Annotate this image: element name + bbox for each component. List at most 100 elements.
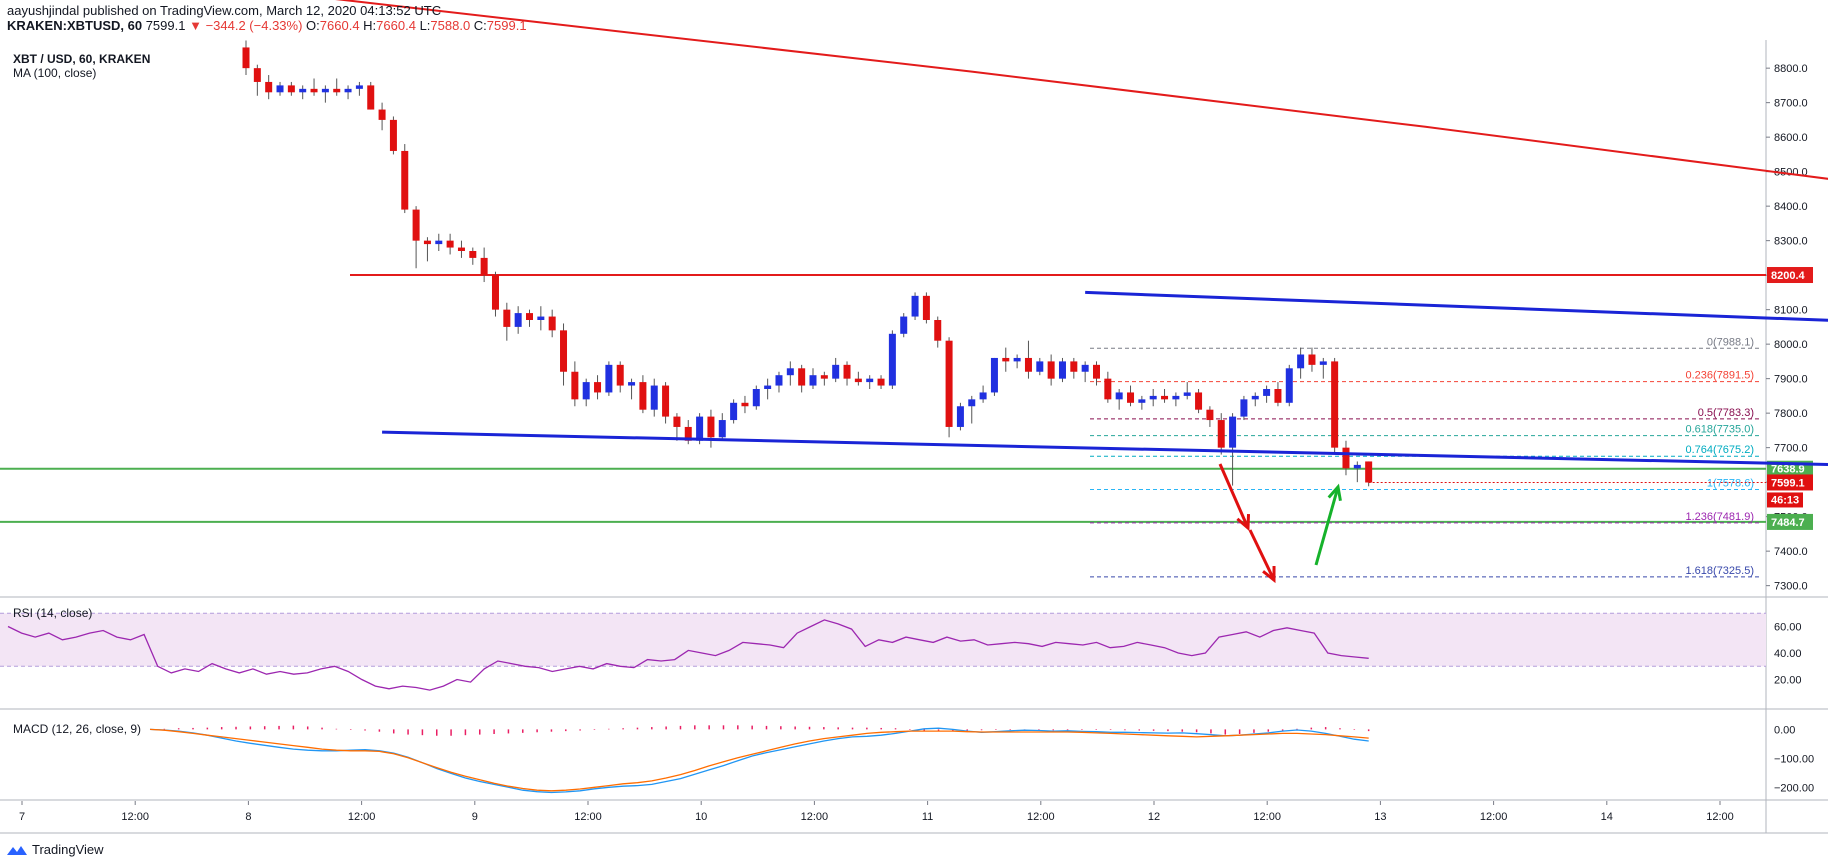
candle-down (594, 382, 602, 393)
time-tick-label: 10 (695, 811, 707, 823)
candle-down (560, 330, 568, 372)
candle-down (673, 416, 681, 427)
candle-up (956, 406, 964, 427)
candle-up (900, 316, 908, 334)
time-tick-label: 12:00 (1480, 811, 1508, 823)
price-tick-label: 8700.0 (1774, 98, 1808, 110)
price-tick-label: 7800.0 (1774, 408, 1808, 420)
macd-line (149, 727, 1369, 794)
candle-down (1093, 364, 1100, 379)
candle-down (491, 275, 499, 310)
candle-down (922, 295, 930, 320)
time-tick-label: 12:00 (1706, 811, 1734, 823)
candle-down (934, 320, 942, 341)
candle-down (480, 257, 488, 276)
macd-legend: MACD (12, 26, close, 9) (13, 722, 142, 736)
candle-down (423, 240, 431, 245)
rsi-line (7, 619, 1369, 691)
candle-up (1285, 368, 1293, 403)
countdown-badge (1767, 492, 1803, 508)
tradingview-logo[interactable]: TradingView (6, 842, 104, 857)
candle-down (1127, 392, 1135, 403)
rsi-tick-label: 40.00 (1774, 648, 1802, 660)
rsi-tick-label: 60.00 (1774, 622, 1802, 634)
candle-down (1104, 378, 1112, 400)
open-value: 7660.4 (319, 18, 360, 33)
ma100-line (335, 0, 1828, 180)
candle-down (401, 150, 409, 210)
level-badge (1767, 267, 1813, 284)
rsi-legend: RSI (14, close) (13, 606, 93, 620)
candle-up (775, 375, 783, 386)
candle-down (684, 426, 692, 441)
candle-up (764, 385, 772, 389)
low-value: 7588.0 (430, 18, 471, 33)
candle-down (469, 251, 477, 258)
candle-up (786, 368, 794, 376)
candle-down (843, 364, 851, 379)
candle-down (571, 371, 579, 400)
ma-legend: MA (100, close) (13, 66, 97, 80)
candle-up (911, 295, 919, 317)
tradingview-icon (7, 845, 27, 855)
close-value: 7599.1 (486, 18, 527, 33)
candle-up (1138, 399, 1146, 403)
candle-down (945, 340, 953, 427)
candle-up (1229, 416, 1237, 448)
candle-up (752, 389, 760, 407)
candle-down (412, 209, 420, 241)
price-tick-label: 8800.0 (1774, 63, 1808, 75)
candle-up (355, 85, 363, 89)
candle-up (299, 88, 307, 93)
candle-down (1070, 361, 1078, 372)
candle-up (1115, 392, 1123, 400)
candle-down (854, 378, 862, 383)
macd-tick-label: −100.00 (1774, 753, 1814, 765)
high-label: H: (363, 18, 377, 33)
candle-down (820, 375, 828, 379)
price-tick-label: 8300.0 (1774, 236, 1808, 248)
candle-up (650, 385, 658, 410)
time-tick-label: 12:00 (801, 811, 829, 823)
candle-down (662, 385, 670, 417)
candle-up (888, 333, 896, 386)
candle-up (628, 382, 636, 386)
rsi-tick-label: 20.00 (1774, 675, 1802, 687)
candle-up (1081, 364, 1089, 372)
symbol-text: KRAKEN:XBTUSD, 60 (7, 18, 143, 33)
candle-down (1002, 357, 1010, 362)
candle-up (582, 382, 590, 400)
candle-up (605, 364, 613, 393)
candle-down (1365, 461, 1373, 483)
candle-up (979, 392, 987, 400)
candle-down (1161, 395, 1169, 400)
candle-down (1024, 357, 1032, 372)
price-tick-label: 8100.0 (1774, 305, 1808, 317)
fib-level-label: 0.236(7891.5) (1686, 370, 1755, 382)
bearish-arrow (1248, 529, 1276, 581)
candle-down (503, 309, 511, 327)
candle-up (1263, 389, 1271, 396)
price-tick-label: 7400.0 (1774, 546, 1808, 558)
candle-up (990, 357, 998, 393)
candle-up (1251, 395, 1259, 400)
high-value: 7660.4 (376, 18, 416, 33)
fib-level-label: 0(7988.1) (1707, 336, 1754, 348)
candle-down (367, 85, 375, 110)
level-badge-label: 7638.9 (1771, 464, 1805, 476)
rsi-band (0, 613, 1766, 667)
time-tick-label: 13 (1374, 811, 1386, 823)
candle-down (798, 368, 806, 386)
candle-down (333, 88, 341, 93)
candle-down (1331, 361, 1339, 448)
candle-up (1240, 399, 1248, 417)
candle-down (287, 85, 295, 93)
fib-level-label: 0.5(7783.3) (1698, 407, 1754, 419)
time-tick-label: 12:00 (1253, 811, 1281, 823)
time-tick-label: 9 (472, 811, 478, 823)
level-badge (1767, 513, 1813, 530)
time-tick-label: 11 (922, 811, 933, 823)
close-label: C: (473, 18, 487, 33)
pair-title: XBT / USD, 60, KRAKEN (13, 52, 151, 66)
